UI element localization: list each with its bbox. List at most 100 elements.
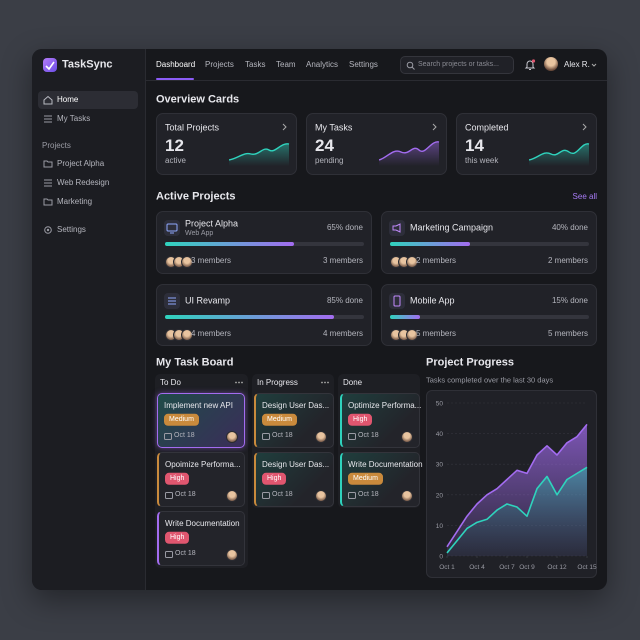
nav-item[interactable]: Tasks [245, 60, 266, 70]
member-avatar [406, 329, 418, 341]
project-card[interactable]: Mobile App 15% done 5 members 5 members [381, 284, 597, 346]
y-tick-label: 10 [436, 523, 444, 530]
task-card[interactable]: Design User Das... High Oct 18 [254, 452, 334, 507]
nav-item[interactable]: Team [276, 60, 296, 70]
task-date: Oct 18 [272, 431, 293, 439]
nav-item[interactable]: Projects [205, 60, 234, 70]
y-tick-label: 30 [436, 462, 444, 469]
task-title: Optimize Performa... [348, 401, 422, 411]
section-title: Active Projects [156, 190, 236, 203]
overview-card[interactable]: My Tasks 24 pending [306, 113, 447, 175]
project-icon [389, 293, 405, 309]
assignee-avatar [226, 431, 238, 443]
project-name: UI Revamp [185, 295, 231, 306]
member-avatar [406, 256, 418, 268]
project-card[interactable]: Project Alpha Web App 65% done 3 members 3 m… [156, 211, 372, 274]
brand-logo [43, 58, 57, 72]
series-line [446, 466, 588, 554]
task-card[interactable]: Optimize Performa... High Oct 18 [340, 393, 422, 448]
chart: 0 10 20 30 40 50 Oct 1 Oct 4 Oct 7 Oct 9 Oct 12 Oct… [436, 401, 597, 572]
sidebar-heading: Projects [42, 141, 71, 151]
calendar-icon [348, 433, 356, 440]
sidebar-icon [43, 160, 53, 168]
board-column: To Do Implement new API Medium Oct 18 Opoimi… [155, 374, 248, 568]
x-tick-label: Oct 7 [499, 564, 515, 571]
x-tick-label: Oct 1 [439, 564, 455, 571]
sidebar-project[interactable]: Web Redesign [57, 178, 110, 188]
y-tick-label: 50 [436, 401, 444, 408]
task-tag: Medium [262, 413, 297, 427]
task-card[interactable]: Write Documentation High Oct 18 [157, 511, 245, 566]
series-line [446, 423, 588, 548]
members-count: 5 members [416, 329, 457, 339]
user-name[interactable]: Alex R. [564, 60, 590, 70]
progress-label: 40% done [551, 223, 588, 233]
progress-track [390, 315, 589, 319]
search-box[interactable]: Search projects or tasks... [400, 56, 514, 74]
project-icon [164, 293, 180, 309]
task-card[interactable]: Implement new API Medium Oct 18 [157, 393, 245, 448]
sidebar-icon [44, 179, 52, 187]
column-name: To Do [160, 378, 181, 388]
assignee-avatar [401, 490, 413, 502]
task-date: Oct 18 [358, 490, 379, 498]
sidebar-item[interactable]: My Tasks [57, 114, 91, 124]
nav-item[interactable]: Settings [349, 60, 378, 70]
task-date: Oct 18 [174, 431, 195, 439]
overview-card[interactable]: Completed 14 this week [456, 113, 597, 175]
project-card[interactable]: Marketing Campaign 40% done 2 members 2 mem… [381, 211, 597, 274]
sidebar-icon [43, 198, 53, 206]
brand-name: TaskSync [62, 58, 113, 71]
y-tick-label: 40 [436, 431, 444, 438]
card-caption: active [165, 156, 186, 166]
project-name: Project Alpha [185, 218, 239, 229]
task-tag: High [165, 472, 190, 486]
progress-bar [390, 315, 420, 319]
sidebar-project[interactable]: Project Alpha [57, 159, 105, 169]
y-tick-label: 0 [439, 554, 443, 561]
sidebar-icon [44, 226, 52, 234]
nav-item[interactable]: Analytics [306, 60, 339, 70]
sidebar-icon [43, 95, 53, 105]
task-title: Implement new API [164, 401, 233, 411]
card-value: 14 [465, 135, 484, 155]
user-avatar[interactable] [544, 57, 558, 71]
calendar-icon [165, 492, 173, 499]
column-name: Done [343, 378, 363, 388]
members-count: 3 members [322, 256, 363, 266]
sidebar-item[interactable]: Home [57, 95, 79, 105]
project-card[interactable]: UI Revamp 85% done 4 members 4 members [156, 284, 372, 346]
sparkline [379, 141, 440, 166]
members-count: 3 members [191, 256, 232, 266]
calendar-icon [165, 551, 173, 558]
column-menu-icon [235, 381, 243, 384]
card-chevron [282, 123, 287, 131]
column-menu-icon [321, 381, 329, 384]
sidebar: TaskSync Home My Tasks Projects Project Alph… [32, 49, 146, 590]
board-column: Done Optimize Performa... High Oct 18 Write … [338, 374, 423, 508]
progress-bar [390, 242, 470, 246]
task-date: Oct 18 [175, 549, 196, 557]
calendar-icon [164, 433, 172, 440]
card-caption: pending [315, 156, 344, 166]
progress-bar [165, 315, 335, 319]
progress-label: 85% done [326, 296, 363, 306]
sidebar-settings[interactable]: Settings [57, 225, 86, 235]
card-value: 12 [165, 135, 184, 155]
assignee-avatar [315, 490, 327, 502]
sidebar-project[interactable]: Marketing [57, 197, 93, 207]
task-card[interactable]: Write Documentation Medium Oct 18 [340, 452, 423, 507]
see-all-link[interactable]: See all [572, 192, 597, 202]
nav-underline [156, 78, 194, 80]
user-chevron [591, 63, 597, 67]
series-area [447, 467, 587, 556]
task-card[interactable]: Design User Das... Medium Oct 18 [254, 393, 334, 448]
members-count: 4 members [322, 329, 363, 339]
chart-title: Project Progress [426, 356, 515, 369]
nav-item[interactable]: Dashboard [156, 60, 196, 70]
task-card[interactable]: Opoimize Performa... High Oct 18 [157, 452, 245, 507]
x-tick-label: Oct 15 [577, 564, 597, 571]
project-icon [164, 220, 180, 236]
overview-card[interactable]: Total Projects 12 active [156, 113, 297, 175]
calendar-icon [262, 492, 270, 499]
